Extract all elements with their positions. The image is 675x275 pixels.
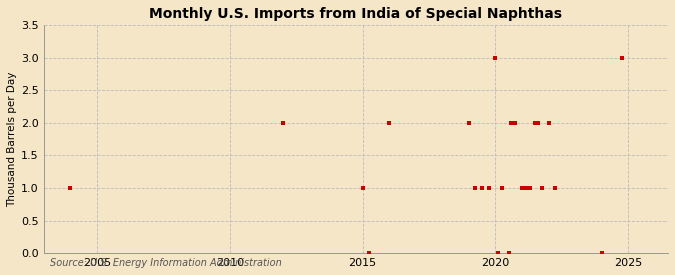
Point bbox=[533, 120, 543, 125]
Point bbox=[364, 251, 375, 255]
Point bbox=[537, 186, 547, 190]
Text: Source: U.S. Energy Information Administration: Source: U.S. Energy Information Administ… bbox=[50, 258, 281, 268]
Point bbox=[543, 120, 554, 125]
Y-axis label: Thousand Barrels per Day: Thousand Barrels per Day bbox=[7, 71, 17, 207]
Point bbox=[596, 251, 607, 255]
Point bbox=[357, 186, 368, 190]
Point bbox=[277, 120, 288, 125]
Point bbox=[506, 120, 516, 125]
Point bbox=[477, 186, 487, 190]
Point bbox=[504, 251, 514, 255]
Point bbox=[516, 186, 527, 190]
Point bbox=[616, 55, 627, 60]
Point bbox=[510, 120, 520, 125]
Point bbox=[519, 186, 530, 190]
Point bbox=[524, 186, 535, 190]
Point bbox=[483, 186, 494, 190]
Point bbox=[464, 120, 475, 125]
Title: Monthly U.S. Imports from India of Special Naphthas: Monthly U.S. Imports from India of Speci… bbox=[149, 7, 562, 21]
Point bbox=[530, 120, 541, 125]
Point bbox=[65, 186, 76, 190]
Point bbox=[549, 186, 560, 190]
Point bbox=[383, 120, 394, 125]
Point bbox=[493, 251, 504, 255]
Point bbox=[490, 55, 501, 60]
Point bbox=[522, 186, 533, 190]
Point bbox=[497, 186, 508, 190]
Point bbox=[470, 186, 481, 190]
